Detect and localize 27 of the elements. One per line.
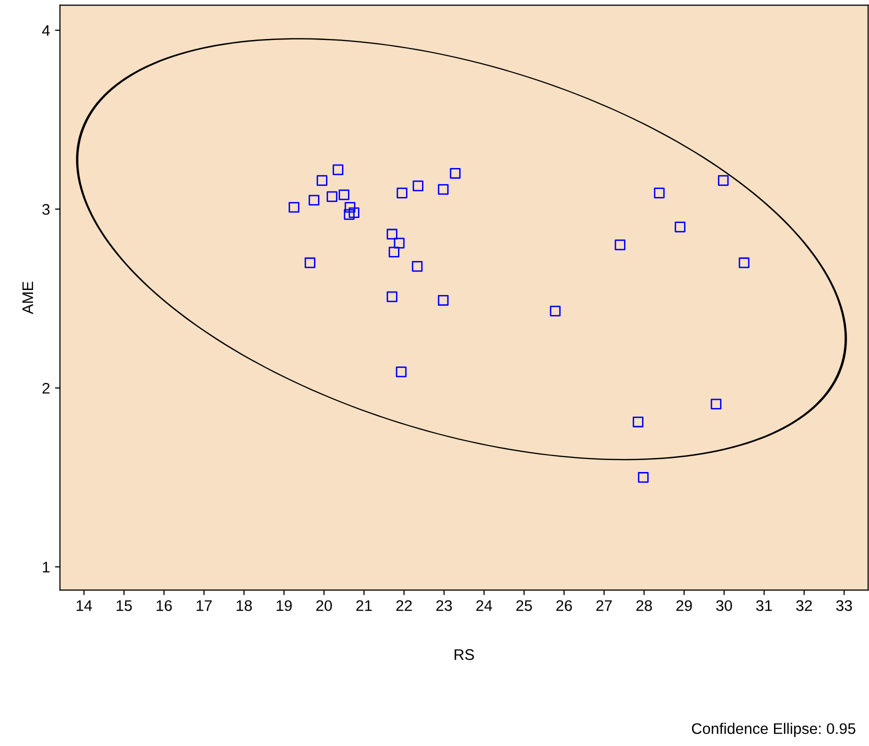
x-axis-title: RS [454, 649, 474, 660]
x-tick-label: 26 [556, 600, 572, 612]
x-tick-label: 18 [236, 600, 252, 612]
x-tick-label: 14 [76, 600, 92, 611]
y-tick-label: 2 [42, 382, 50, 394]
x-tick-label: 30 [716, 600, 732, 612]
y-axis-title: AME [22, 282, 34, 314]
y-tick-label: 3 [42, 204, 50, 215]
x-tick-label: 33 [836, 600, 852, 612]
text: Confidence Ellipse: 0.95 [692, 722, 856, 738]
y-tick-label: 1 [42, 562, 50, 572]
x-tick-label: 22 [396, 600, 412, 611]
x-tick-label: 17 [196, 600, 212, 611]
x-tick-label: 23 [436, 600, 452, 612]
x-tick-label: 28 [636, 600, 652, 612]
x-tick-label: 16 [156, 600, 172, 612]
x-tick-label: 15 [116, 600, 132, 612]
x-tick-label: 24 [476, 600, 492, 611]
x-tick-label: 19 [276, 600, 292, 612]
x-tick-label: 32 [796, 600, 812, 612]
x-tick-label: 20 [316, 600, 332, 612]
x-tick-label: 25 [516, 600, 532, 612]
y-tick-label: 4 [42, 25, 50, 36]
x-tick-label: 31 [756, 600, 772, 612]
x-tick-label: 29 [676, 600, 692, 612]
x-tick-label: 21 [356, 600, 372, 611]
x-tick-label: 27 [596, 600, 612, 611]
